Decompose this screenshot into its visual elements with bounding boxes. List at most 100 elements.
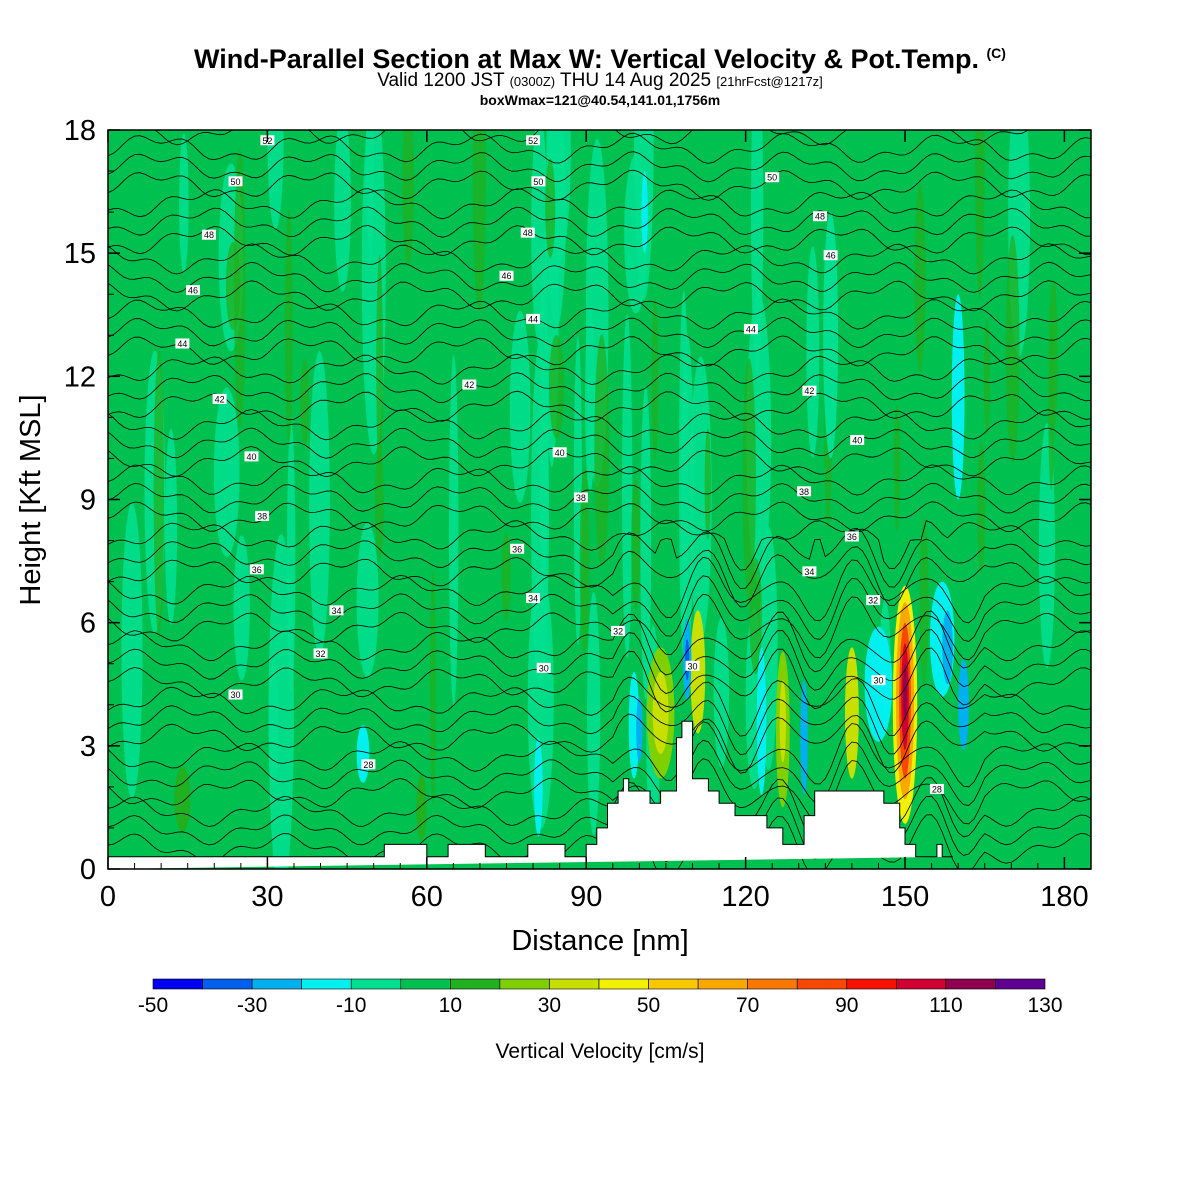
y-tick-label: 15 [64, 238, 96, 270]
isentrope-label: 42 [802, 385, 817, 396]
isentrope-label-text: 44 [528, 314, 538, 324]
isentrope-label-box [526, 135, 541, 146]
ascent-band [742, 358, 756, 602]
isentrope-label-text: 46 [826, 251, 836, 261]
y-axis-label: Height [Kft MSL] [15, 394, 47, 605]
ascent-band [284, 209, 293, 444]
isentrope-label-box [765, 172, 780, 183]
colorbar-tick-label: 110 [929, 994, 962, 1017]
isentrope-line [108, 206, 1091, 238]
isentrope-line [108, 390, 1091, 422]
isentrope-label-text: 40 [852, 435, 862, 445]
isentrope-label-box [462, 379, 477, 390]
isentrope-label-box [871, 675, 886, 686]
isentrope-label-box [329, 605, 344, 616]
x-tick-label: 150 [881, 881, 929, 913]
isentrope-label: 34 [802, 566, 817, 577]
isentrope-label-box [175, 338, 190, 349]
isentrope-line [108, 795, 1091, 862]
colorbar-bin [747, 978, 798, 990]
descent-band [587, 592, 601, 836]
ascent-band [376, 254, 384, 483]
isentrope-label: 36 [249, 564, 264, 575]
ascent-band [919, 518, 929, 687]
ascent-band [914, 182, 926, 373]
isentrope-line [108, 556, 1091, 624]
isentrope-line [108, 610, 1091, 676]
ascent-band [1005, 235, 1020, 463]
isentrope-line [108, 261, 1091, 293]
descent-band [309, 351, 330, 656]
y-tick-label: 18 [64, 115, 96, 147]
y-tick-label: 12 [64, 361, 96, 393]
velocity-cell [903, 663, 907, 722]
isentrope-label-text: 32 [613, 626, 623, 636]
velocity-cell [636, 696, 643, 763]
x-tick-label: 30 [251, 881, 283, 913]
isentrope-line [108, 298, 1091, 330]
chart-title: Wind-Parallel Section at Max W: Vertical… [0, 44, 1200, 75]
title-text: Wind-Parallel Section at Max W: Vertical… [194, 44, 979, 74]
descent-band [334, 130, 351, 292]
isentrope-label: 32 [866, 595, 881, 606]
isentrope-label-text: 44 [746, 325, 756, 335]
valid-date: THU 14 Aug 2025 [560, 70, 712, 91]
isentrope-label-text: 30 [539, 663, 549, 673]
isentrope-label: 30 [871, 675, 886, 686]
isentrope-label-box [802, 566, 817, 577]
isentrope-label: 50 [531, 176, 546, 187]
isentrope-label-box [255, 510, 270, 521]
isentrope-label-text: 34 [331, 606, 341, 616]
isentrope-line [108, 427, 1091, 459]
ascent-band [429, 571, 436, 807]
isentrope-label-box [244, 451, 259, 462]
isentrope-label: 48 [813, 211, 828, 222]
terrain-profile [107, 720, 953, 869]
isentrope-label: 36 [510, 543, 525, 554]
colorbar-bin [648, 978, 699, 990]
ascent-band [631, 479, 641, 610]
descent-band [689, 356, 712, 641]
colorbar-tick-label: -10 [336, 994, 366, 1017]
isentrope-label-box [844, 531, 859, 542]
isentrope-line [108, 519, 1091, 571]
box-info: boxWmax=121@40.54,141.01,1756m [479, 92, 721, 108]
isentrope-label-text: 50 [767, 173, 777, 183]
isentrope-label-text: 36 [847, 532, 857, 542]
velocity-cell [800, 680, 808, 796]
isentrope-label: 38 [573, 492, 588, 503]
colorbar-tick-label: 70 [736, 994, 759, 1017]
velocity-cell [641, 171, 648, 254]
ascent-band [579, 467, 590, 655]
isentrope-label-text: 42 [464, 380, 474, 390]
colorbar-tick-label: -50 [138, 994, 168, 1017]
valid-time: Valid 1200 JST (0300Z) THU 14 Aug 2025 [… [0, 70, 1200, 92]
isentrope-line [108, 335, 1091, 367]
isentrope-line [108, 758, 1091, 825]
isentrope-label: 34 [329, 605, 344, 616]
isentrope-label: 30 [536, 662, 551, 673]
isentrope-label: 44 [743, 324, 758, 335]
ascent-band [594, 334, 610, 565]
colorbar-bin [301, 978, 352, 990]
descent-band [121, 503, 143, 799]
isentrope-label-box [510, 543, 525, 554]
y-tick-label: 6 [80, 608, 96, 640]
colorbar-bin [995, 978, 1046, 990]
isentrope-label-text: 50 [533, 177, 543, 187]
y-tick-label: 9 [80, 485, 96, 517]
descent-band [213, 387, 240, 558]
isentrope-label: 40 [850, 434, 865, 445]
isentrope-line [108, 713, 1091, 774]
isentrope-label-text: 42 [804, 386, 814, 396]
ascent-band [651, 297, 659, 460]
isentrope-label-text: 36 [252, 565, 262, 575]
isentrope-label-text: 38 [799, 487, 809, 497]
isentrope-label-text: 34 [528, 594, 538, 604]
velocity-cell [174, 766, 191, 833]
isentrope-label: 50 [765, 172, 780, 183]
ascent-band [233, 148, 246, 429]
isentrope-label-box [536, 662, 551, 673]
isentrope-label: 30 [685, 660, 700, 671]
velocity-background [108, 130, 1091, 869]
